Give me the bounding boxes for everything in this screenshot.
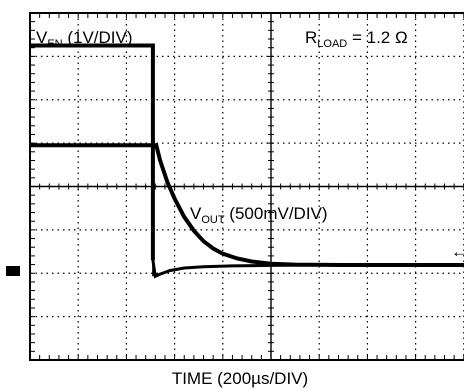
- arrow-glyph: ←: [451, 242, 464, 261]
- ground-reference-marker: [6, 266, 20, 276]
- rload-annotation: RLOAD = 1.2 Ω: [305, 28, 408, 50]
- vout-undershoot-trace: [151, 259, 464, 279]
- ven-label: VEN (1V/DIV): [36, 28, 133, 50]
- ven-trace: [30, 43, 155, 261]
- scope-traces: [30, 43, 464, 279]
- vout-label: VOUT (500mV/DIV): [190, 204, 328, 226]
- x-axis-label: TIME (200µs/DIV): [172, 369, 308, 388]
- scope-grid: [29, 12, 464, 361]
